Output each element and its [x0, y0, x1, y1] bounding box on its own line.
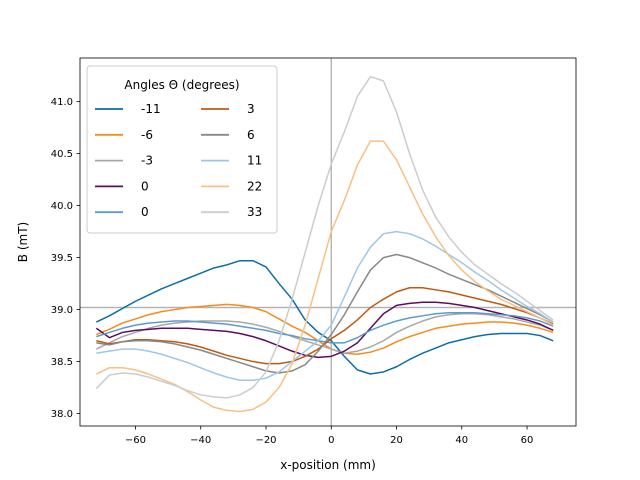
x-axis: −60 −40 −20 0 20 40 60	[125, 426, 534, 446]
legend-label: 0	[141, 179, 149, 193]
series-line-0	[95, 259, 554, 375]
legend-frame	[86, 65, 278, 234]
legend-label: 22	[247, 179, 262, 193]
legend-label: -11	[141, 102, 161, 116]
legend-label: 11	[247, 154, 262, 168]
series-line-7	[96, 230, 554, 382]
legend-items: -11 -6 -3 0 0 3 6 11 22 33	[95, 102, 262, 219]
series-line-9	[95, 75, 554, 399]
legend-label: -6	[141, 128, 153, 142]
x-tick-label: 60	[521, 435, 534, 446]
legend-title: Angles Θ (degrees)	[124, 78, 239, 92]
series-lines	[95, 75, 554, 413]
reference-lines	[80, 58, 576, 426]
x-tick-label: 0	[328, 435, 334, 446]
x-tick-label: 40	[455, 435, 468, 446]
y-tick-label: 41.0	[51, 97, 73, 108]
x-tick-label: −60	[125, 435, 146, 446]
legend-label: 6	[247, 128, 255, 142]
x-tick-label: −20	[255, 435, 276, 446]
legend-label: 3	[247, 102, 255, 116]
series-line-8	[95, 140, 554, 413]
y-tick-label: 39.5	[51, 253, 73, 264]
y-tick-label: 38.5	[51, 357, 73, 368]
legend-label: -3	[141, 154, 153, 168]
legend-label: 33	[247, 205, 262, 219]
y-tick-label: 40.5	[51, 149, 73, 160]
series-line-2	[95, 312, 554, 354]
y-axis-label: B (mT)	[16, 222, 30, 262]
legend: Angles Θ (degrees) -11 -6 -3 0 0 3 6 11 22 33	[86, 65, 278, 234]
plot-frame	[79, 57, 577, 427]
y-tick-label: 39.0	[51, 305, 73, 316]
y-tick-label: 40.0	[51, 201, 73, 212]
series-line-3	[95, 301, 554, 359]
y-tick-label: 38.0	[51, 409, 73, 420]
series-line-1	[96, 303, 554, 356]
x-tick-label: −40	[190, 435, 211, 446]
x-axis-label: x-position (mm)	[280, 458, 376, 472]
series-line-6	[96, 253, 554, 374]
x-tick-label: 20	[390, 435, 403, 446]
y-axis: 38.0 38.5 39.0 39.5 40.0 40.5 41.0	[51, 97, 80, 420]
legend-label: 0	[141, 205, 149, 219]
